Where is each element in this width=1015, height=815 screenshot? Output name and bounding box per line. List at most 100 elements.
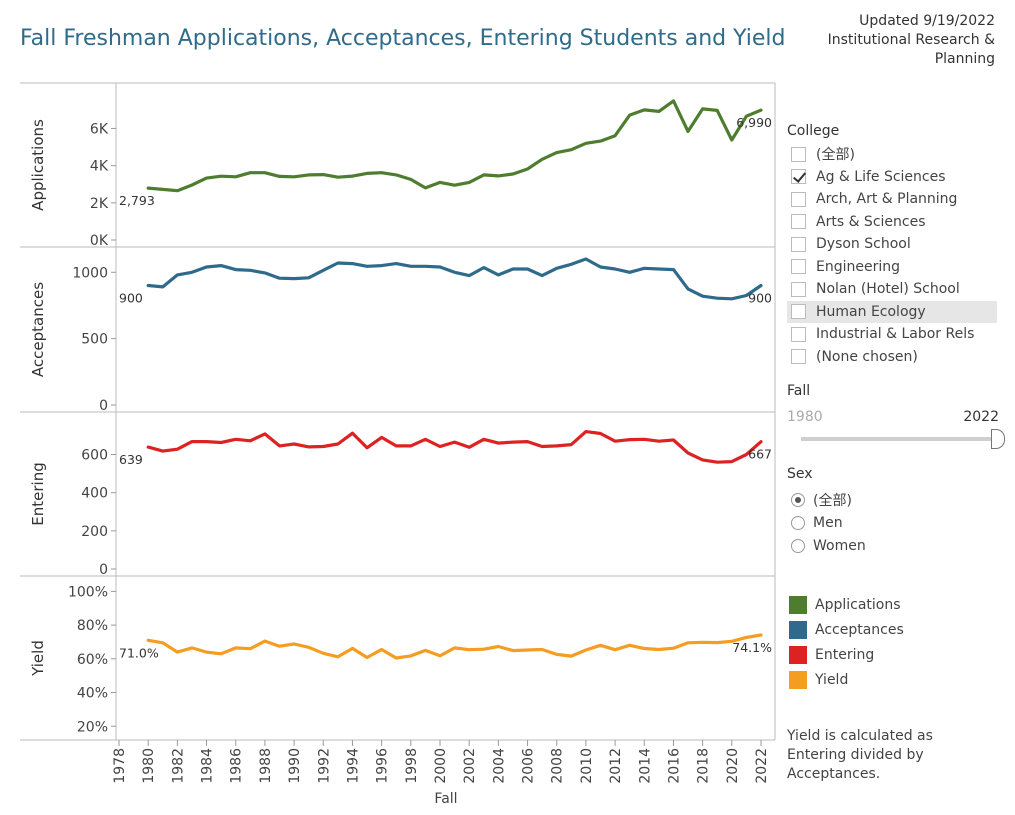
panel-title: Entering — [29, 462, 47, 525]
radio-button[interactable] — [791, 492, 805, 507]
college-option[interactable]: (None chosen) — [787, 346, 997, 369]
y-tick-label: 20% — [77, 719, 108, 735]
checkbox[interactable] — [791, 146, 806, 162]
x-tick-label: 1988 — [258, 748, 274, 784]
checkbox[interactable] — [791, 214, 806, 230]
college-filter: College (全部) Ag & Life Sciences Arch, Art … — [787, 123, 997, 368]
checkbox[interactable] — [791, 191, 806, 207]
y-tick-label: 4K — [90, 159, 109, 175]
college-option-label: Nolan (Hotel) School — [816, 281, 960, 298]
x-tick-label: 1980 — [141, 748, 157, 784]
x-tick-label: 1984 — [200, 748, 216, 784]
legend-item[interactable]: Applications — [789, 592, 904, 617]
college-option-label: Human Ecology — [816, 303, 926, 320]
legend-item[interactable]: Entering — [789, 642, 904, 667]
x-tick-label: 1982 — [170, 748, 186, 784]
legend-swatch — [789, 645, 807, 664]
x-tick-label: 1978 — [112, 748, 128, 784]
y-tick-label: 0K — [90, 233, 109, 249]
legend-label: Entering — [815, 646, 875, 663]
college-option[interactable]: Arts & Sciences — [787, 211, 997, 234]
y-tick-label: 80% — [77, 618, 108, 634]
yield-note: Yield is calculated as Entering divided … — [787, 728, 933, 782]
start-value-label: 71.0% — [119, 645, 159, 660]
y-tick-label: 2K — [90, 196, 109, 212]
series-line — [146, 633, 763, 660]
updated-note: Updated 9/19/2022 Institutional Research… — [828, 12, 995, 69]
fall-min-label: 1980 — [787, 409, 823, 425]
checkbox[interactable] — [791, 259, 806, 275]
updated-line: Institutional Research & — [827, 32, 995, 48]
x-tick-label: 2008 — [550, 748, 566, 784]
college-filter-label: College — [787, 123, 840, 139]
checkbox[interactable] — [791, 326, 806, 342]
series-line — [146, 99, 763, 193]
start-value-label: 639 — [119, 452, 143, 467]
radio-button[interactable] — [791, 515, 805, 530]
college-option-label: Ag & Life Sciences — [816, 168, 946, 185]
chart-area: Applications 0K 2K 4K 6K 2,793 6,990 Acceptance… — [20, 82, 776, 807]
checkbox[interactable] — [791, 236, 806, 252]
x-tick-label: 1986 — [229, 748, 245, 784]
college-option[interactable]: (全部) — [787, 143, 997, 166]
college-option[interactable]: Nolan (Hotel) School — [787, 278, 997, 301]
fall-slider-track[interactable] — [801, 429, 1005, 449]
sex-option[interactable]: (全部) — [787, 488, 866, 511]
college-option[interactable]: Arch, Art & Planning — [787, 188, 997, 211]
college-option[interactable]: Engineering — [787, 256, 997, 279]
college-option-label: Industrial & Labor Rels — [816, 326, 975, 343]
college-option-label: Dyson School — [816, 236, 911, 253]
college-option[interactable]: Dyson School — [787, 233, 997, 256]
panel-title: Applications — [29, 119, 47, 211]
legend-label: Yield — [815, 671, 849, 688]
x-tick-label: 2000 — [433, 748, 449, 784]
college-option[interactable]: Ag & Life Sciences — [787, 166, 997, 189]
sex-option-label: Men — [813, 514, 843, 531]
college-option-label: Arts & Sciences — [816, 213, 926, 230]
updated-line: Updated 9/19/2022 — [859, 13, 995, 29]
sex-option-label: (全部) — [813, 492, 852, 509]
college-option[interactable]: Human Ecology — [787, 300, 997, 323]
fall-slider-handle[interactable] — [991, 429, 1005, 449]
y-tick-label: 600 — [81, 448, 108, 464]
legend-label: Applications — [815, 596, 901, 613]
radio-button[interactable] — [791, 538, 805, 553]
college-option[interactable]: Industrial & Labor Rels — [787, 323, 997, 346]
x-tick-label: 2006 — [521, 748, 537, 784]
checkbox[interactable] — [791, 349, 806, 365]
x-tick-label: 2014 — [637, 748, 653, 784]
x-tick-label: 1998 — [404, 748, 420, 784]
y-tick-label: 40% — [77, 686, 108, 702]
legend-item[interactable]: Yield — [789, 667, 904, 692]
start-value-label: 900 — [119, 291, 143, 306]
sex-filter: Sex (全部) Men Women — [787, 466, 866, 557]
y-tick-label: 100% — [68, 584, 108, 600]
sex-option[interactable]: Men — [787, 511, 866, 534]
y-tick-label: 200 — [81, 524, 108, 540]
x-tick-label: 2018 — [696, 748, 712, 784]
legend-swatch — [789, 670, 807, 689]
college-options: (全部) Ag & Life Sciences Arch, Art & Planni… — [787, 143, 997, 368]
series-line — [146, 430, 763, 464]
panel-title: Acceptances — [29, 282, 47, 377]
college-option-label: Arch, Art & Planning — [816, 191, 958, 208]
checkbox[interactable] — [791, 304, 806, 320]
x-axis-title: Fall — [434, 791, 457, 807]
x-tick-label: 2016 — [666, 748, 682, 784]
y-tick-label: 400 — [81, 486, 108, 502]
sex-filter-label: Sex — [787, 466, 813, 482]
y-tick-label: 60% — [77, 652, 108, 668]
legend-item[interactable]: Acceptances — [789, 617, 904, 642]
checkbox[interactable] — [791, 281, 806, 297]
sex-option-label: Women — [813, 537, 866, 554]
x-tick-label: 1994 — [345, 748, 361, 784]
legend-swatch — [789, 595, 807, 614]
series-line — [146, 257, 763, 301]
sex-option[interactable]: Women — [787, 534, 866, 557]
sex-options: (全部) Men Women — [787, 488, 866, 557]
x-tick-label: 2020 — [725, 748, 741, 784]
legend-swatch — [789, 620, 807, 639]
y-tick-label: 500 — [81, 332, 108, 348]
checkbox[interactable] — [791, 169, 806, 185]
end-value-label: 6,990 — [736, 115, 772, 130]
